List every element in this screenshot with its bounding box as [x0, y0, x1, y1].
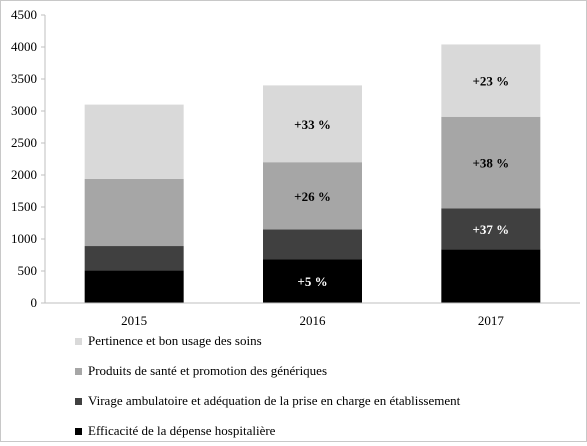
- legend-swatch-efficacite: [75, 427, 82, 435]
- y-tick-label: 0: [31, 295, 38, 310]
- data-label: +23 %: [472, 74, 509, 89]
- y-tick-label: 3000: [11, 103, 37, 118]
- y-tick-label: 1000: [11, 231, 37, 246]
- legend-item-pertinence: Pertinence et bon usage des soins: [75, 326, 460, 356]
- bar-segment: [84, 270, 184, 303]
- legend-label-pertinence: Pertinence et bon usage des soins: [88, 333, 262, 348]
- legend-swatch-virage: [75, 397, 82, 405]
- bar-segment: [441, 116, 541, 209]
- y-tick-label: 2500: [11, 135, 37, 150]
- bar-segment: [441, 249, 541, 303]
- data-label: +37 %: [472, 222, 509, 237]
- legend-label-virage: Virage ambulatoire et adéquation de la p…: [88, 393, 461, 408]
- bar-segment: [84, 246, 184, 271]
- legend-label-efficacite: Efficacité de la dépense hospitalière: [88, 423, 276, 438]
- data-label: +38 %: [472, 156, 509, 171]
- y-tick-label: 4500: [11, 7, 37, 22]
- y-tick-label: 4000: [11, 39, 37, 54]
- bar-segment: [263, 162, 362, 230]
- bar-segment: [441, 208, 541, 250]
- legend: Pertinence et bon usage des soins Produi…: [75, 326, 460, 446]
- data-label: +26 %: [294, 189, 331, 204]
- x-tick-label: 2016: [300, 313, 327, 328]
- data-label: +33 %: [294, 117, 331, 132]
- legend-swatch-pertinence: [75, 337, 82, 345]
- bar-segment: [84, 178, 184, 247]
- data-label: +5 %: [297, 274, 327, 289]
- y-tick-label: 500: [18, 263, 38, 278]
- y-tick-label: 3500: [11, 71, 37, 86]
- x-tick-label: 2015: [121, 313, 147, 328]
- legend-item-produits: Produits de santé et promotion des génér…: [75, 356, 460, 386]
- bar-segment: [263, 229, 362, 260]
- bar-segment: [84, 104, 184, 179]
- bar-segment: [263, 85, 362, 163]
- x-tick-label: 2017: [478, 313, 505, 328]
- legend-label-produits: Produits de santé et promotion des génér…: [88, 363, 328, 378]
- bar-segment: [263, 259, 362, 303]
- y-tick-label: 1500: [11, 199, 37, 214]
- legend-swatch-produits: [75, 367, 82, 375]
- bar-segment: [441, 44, 541, 117]
- legend-item-efficacite: Efficacité de la dépense hospitalière: [75, 416, 460, 446]
- legend-item-virage: Virage ambulatoire et adéquation de la p…: [75, 386, 460, 416]
- y-tick-label: 2000: [11, 167, 37, 182]
